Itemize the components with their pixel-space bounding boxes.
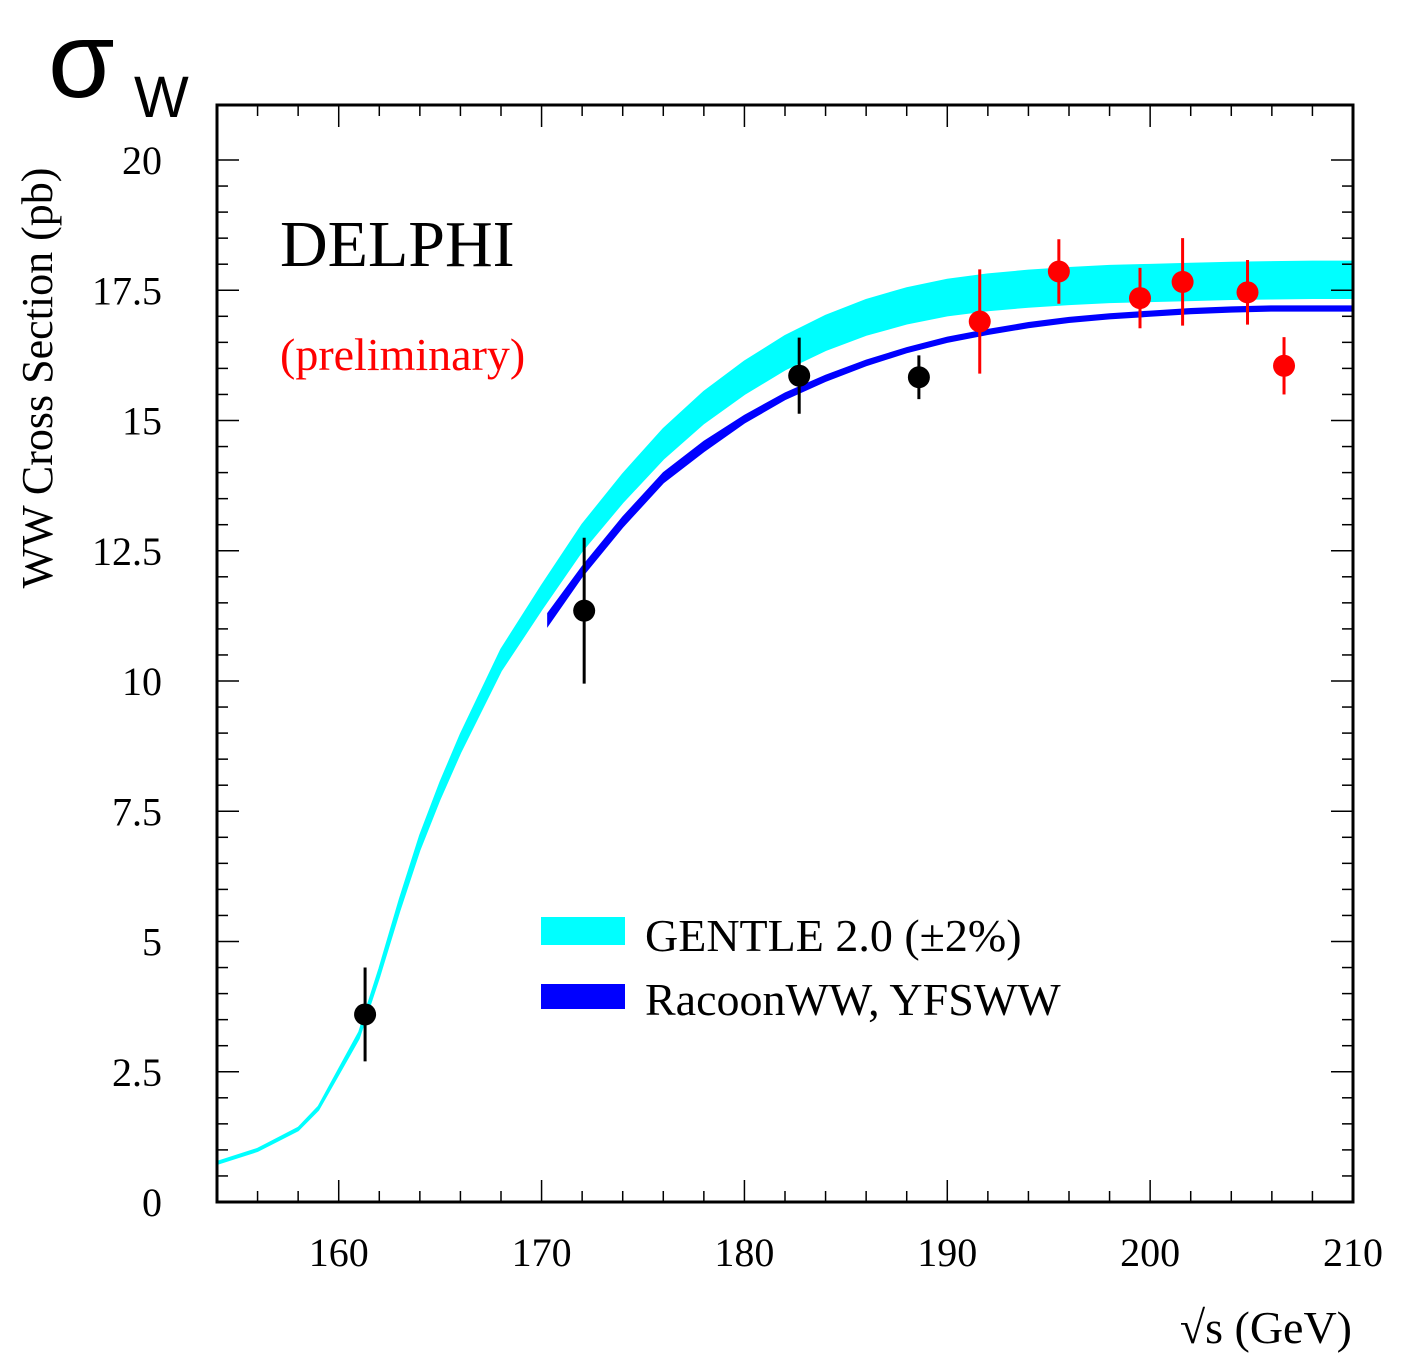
preliminary-label: (preliminary)	[280, 329, 525, 380]
data-point	[1129, 287, 1151, 310]
data-point	[968, 310, 991, 333]
y-tick-label: 10	[122, 659, 162, 704]
y-tick-label: 7.5	[112, 789, 162, 834]
x-axis: 160 170 180 190 200 210	[256, 105, 1383, 1275]
legend-swatch-gentle	[541, 917, 625, 945]
band-racoon	[547, 305, 1353, 628]
data-point	[573, 599, 596, 622]
y-axis-label: WW Cross Section (pb)	[13, 168, 62, 589]
legend-label-racoon: RacoonWW, YFSWW	[645, 974, 1061, 1025]
x-tick-label: 180	[714, 1230, 774, 1275]
legend-label-gentle: GENTLE 2.0 (±2%)	[645, 910, 1022, 961]
y-tick-label: 0	[142, 1180, 162, 1225]
x-tick-label: 210	[1323, 1230, 1383, 1275]
y-tick-label: 2.5	[112, 1050, 162, 1095]
data-point	[1273, 354, 1296, 377]
data-point	[354, 1003, 377, 1026]
y-tick-label: 12.5	[92, 529, 162, 574]
series-1	[968, 238, 1296, 395]
data-point	[1047, 260, 1070, 283]
y-axis: 0 2.5 5 7.5 10 12.5 15 17.5 20	[92, 138, 1353, 1225]
x-axis-label: √s (GeV)	[1180, 1302, 1352, 1353]
x-tick-label: 160	[309, 1230, 369, 1275]
band-gentle	[217, 260, 1353, 1166]
x-tick-label: 170	[512, 1230, 572, 1275]
y-tick-label: 15	[122, 399, 162, 444]
y-tick-label: 20	[122, 138, 162, 183]
data-point	[1236, 281, 1259, 304]
x-tick-label: 200	[1120, 1230, 1180, 1275]
series-0	[354, 337, 930, 1062]
bands	[217, 260, 1353, 1166]
data-point	[788, 364, 811, 387]
sigma-subscript: W	[134, 65, 189, 130]
x-tick-label: 190	[917, 1230, 977, 1275]
legend-swatch-racoon	[541, 984, 625, 1009]
legend: GENTLE 2.0 (±2%) RacoonWW, YFSWW	[541, 910, 1061, 1025]
plot-area	[217, 238, 1353, 1166]
y-tick-label: 17.5	[92, 268, 162, 313]
data-point	[907, 366, 930, 389]
data-point	[1171, 270, 1194, 293]
experiment-label: DELPHI	[280, 208, 515, 281]
sigma-symbol: σ	[48, 0, 115, 120]
y-tick-label: 5	[142, 920, 162, 965]
